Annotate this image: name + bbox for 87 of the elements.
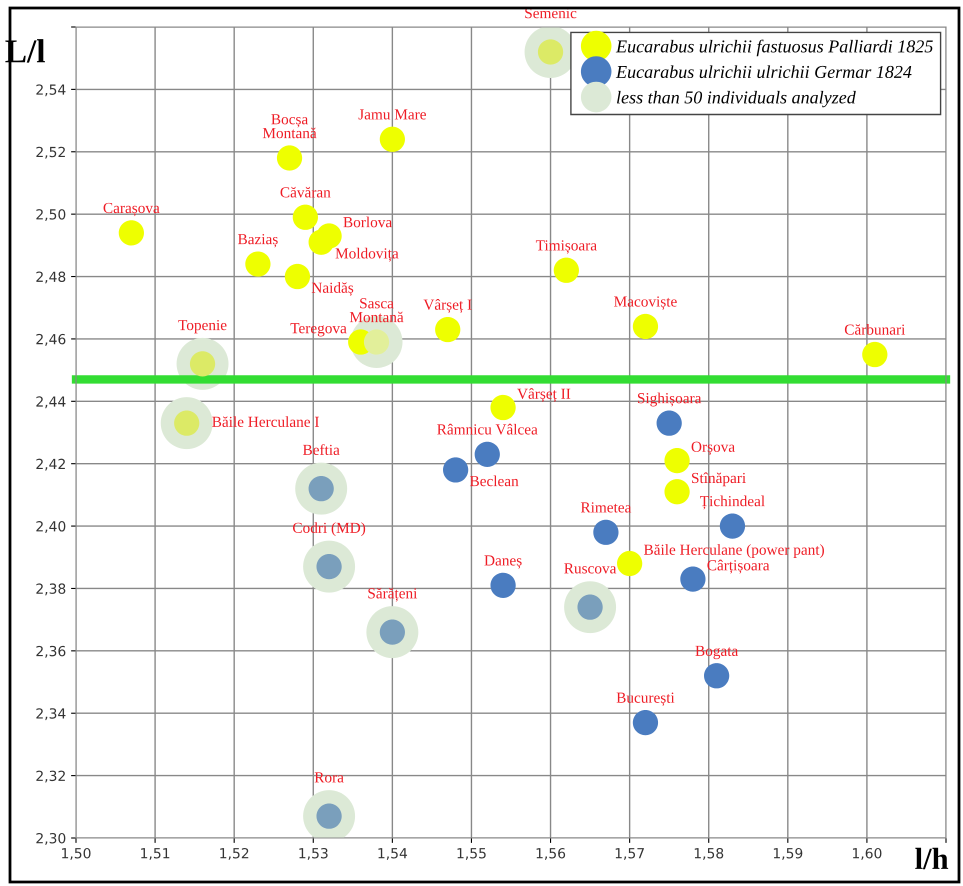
annotation: Sărățeni <box>368 588 418 602</box>
y-tick-label: 2,32 <box>36 770 65 783</box>
point <box>617 550 642 576</box>
y-tick-label: 2,34 <box>36 708 66 720</box>
annotation: Rora <box>314 772 344 783</box>
annotation: Bogata <box>695 646 738 660</box>
point <box>474 442 500 467</box>
legend-label: less than 50 individuals analyzed <box>617 90 856 108</box>
point <box>284 264 310 290</box>
point <box>704 663 730 688</box>
annotation: Băile Herculane I <box>212 416 319 427</box>
annotation: Carașova <box>104 202 160 216</box>
y-tick-label: 2,52 <box>36 146 65 159</box>
point <box>862 342 888 368</box>
point <box>632 710 658 736</box>
point <box>680 566 706 592</box>
annotation: Cârțișoara <box>707 560 770 574</box>
x-tick-label: 1,54 <box>378 848 408 860</box>
x-tick-label: 1,50 <box>62 848 91 860</box>
x-tick-label: 1,51 <box>141 848 170 860</box>
annotation: Țichindeal <box>700 496 765 510</box>
y-tick-label: 2,46 <box>36 334 66 346</box>
point <box>554 258 579 283</box>
annotation: Jamu Mare <box>358 109 426 120</box>
y-tick-label: 2,54 <box>36 84 66 96</box>
y-tick-label: 2,42 <box>36 458 65 471</box>
x-tick-label: 1,53 <box>299 848 328 860</box>
annotation: Râmnicu Vâlcea <box>437 424 538 435</box>
annotation: Stînăpari <box>692 472 746 486</box>
point <box>593 520 619 545</box>
y-tick-label: 2,36 <box>36 646 66 658</box>
point <box>656 410 682 436</box>
annotation: Cărbunari <box>844 324 906 335</box>
annotation: Daneș <box>484 555 522 569</box>
annotation: Semenic <box>525 8 576 18</box>
annotation: Topenie <box>178 320 227 334</box>
point <box>435 316 460 342</box>
annotation: Baziaș <box>238 234 278 248</box>
annotation: Moldovița <box>336 248 399 262</box>
y-tick-label: 2,48 <box>36 272 66 284</box>
annotation: Codri (MD) <box>293 522 366 536</box>
point <box>664 479 690 504</box>
annotation: Vârșeț I <box>424 299 472 313</box>
annotation: Orșova <box>692 442 735 456</box>
x-tick-label: 1,52 <box>220 848 248 860</box>
x-tick-label: 1,55 <box>458 848 486 860</box>
x-tick-label: 1,59 <box>774 848 802 860</box>
annotation: Macoviște <box>614 296 677 310</box>
x-tick-label: 1,57 <box>616 848 644 860</box>
annotation: Timișoara <box>536 240 597 254</box>
annotation: Beftia <box>302 444 340 455</box>
point <box>276 145 302 171</box>
point <box>245 251 271 277</box>
annotation: Vârșeț II <box>517 388 570 402</box>
point <box>720 513 746 539</box>
y-tick-label: 2,38 <box>36 583 66 596</box>
point <box>118 220 144 246</box>
point <box>443 457 468 483</box>
annotation: Borlova <box>343 216 392 228</box>
annotation: Băile Herculane (power pant) <box>644 544 824 558</box>
point <box>380 126 405 152</box>
y-tick-label: 2,50 <box>36 209 66 222</box>
annotation: Rimetea <box>580 502 632 513</box>
y-tick-label: 2,44 <box>36 396 66 408</box>
annotation: Teregova <box>290 323 347 336</box>
point <box>490 572 516 598</box>
point <box>664 448 690 474</box>
annotation: Sasca Montană <box>350 298 404 322</box>
annotation: București <box>616 692 674 706</box>
annotation: Beclean <box>470 475 518 486</box>
x-tick-label: 1,60 <box>852 848 882 860</box>
point <box>632 314 658 340</box>
point <box>308 230 334 255</box>
legend-label: Eucarabus ulrichii ulrichii Germar 1824 <box>616 65 912 78</box>
x-tick-label: 1,56 <box>536 848 566 860</box>
x-tick-label: 1,58 <box>694 848 724 860</box>
y-tick-label: 2,40 <box>36 521 66 533</box>
annotation: Bocșa Montană <box>262 114 316 138</box>
y-tick-label: 2,30 <box>36 832 66 845</box>
point <box>292 204 318 230</box>
annotation: Ruscova <box>564 563 616 574</box>
point <box>490 394 516 420</box>
annotation: Sighișoara <box>638 392 702 406</box>
x-axis-title: l/h <box>915 848 948 870</box>
annotation: Naidăș <box>312 282 354 296</box>
annotation: Căvăran <box>280 186 331 198</box>
legend-label: Eucarabus ulrichii fastuosus Palliardi 1825 <box>616 40 933 56</box>
